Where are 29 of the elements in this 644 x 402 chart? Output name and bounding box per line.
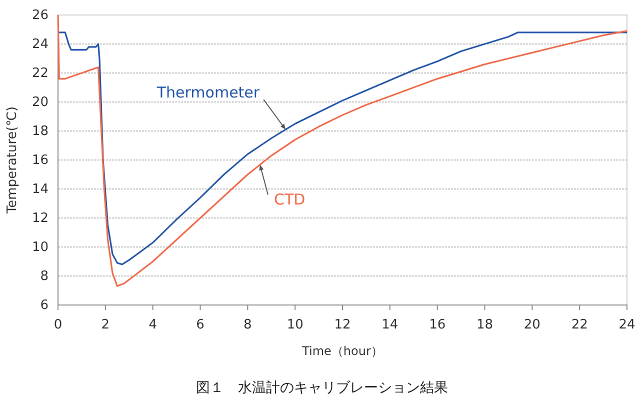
y-tick-label: 22 xyxy=(32,66,48,82)
x-tick-label: 0 xyxy=(54,318,62,333)
x-tick-label: 20 xyxy=(524,318,540,333)
x-tick-label: 10 xyxy=(286,318,304,333)
x-tick-label: 4 xyxy=(148,318,157,333)
y-tick-label: 8 xyxy=(40,269,48,284)
x-axis-title: Time（hour） xyxy=(301,344,383,358)
x-tick-label: 2 xyxy=(101,318,110,333)
y-tick-label: 14 xyxy=(32,182,48,198)
x-tick-label: 18 xyxy=(476,318,494,333)
series-label: CTD xyxy=(274,190,306,209)
x-tick-label: 24 xyxy=(618,318,636,333)
y-axis-title: Temperature(℃) xyxy=(5,106,20,215)
y-tick-label: 16 xyxy=(32,153,48,168)
x-tick-label: 8 xyxy=(244,318,252,333)
y-tick-label: 26 xyxy=(32,8,48,24)
y-tick-label: 12 xyxy=(32,211,48,226)
text: Thermometer xyxy=(156,84,260,102)
caption: 図１ 水温計のキャリブレーション結果 xyxy=(196,380,448,396)
x-tick-label: 6 xyxy=(196,318,204,333)
x-tick-label: 22 xyxy=(571,318,588,333)
x-tick-label: 14 xyxy=(382,318,398,333)
y-tick-label: 18 xyxy=(32,124,48,140)
y-tick-label: 20 xyxy=(32,95,48,110)
y-tick-label: 6 xyxy=(40,298,48,314)
x-tick-label: 12 xyxy=(334,318,351,333)
y-tick-label: 10 xyxy=(32,240,48,256)
y-tick-label: 24 xyxy=(32,37,48,52)
x-tick-label: 16 xyxy=(429,318,446,333)
